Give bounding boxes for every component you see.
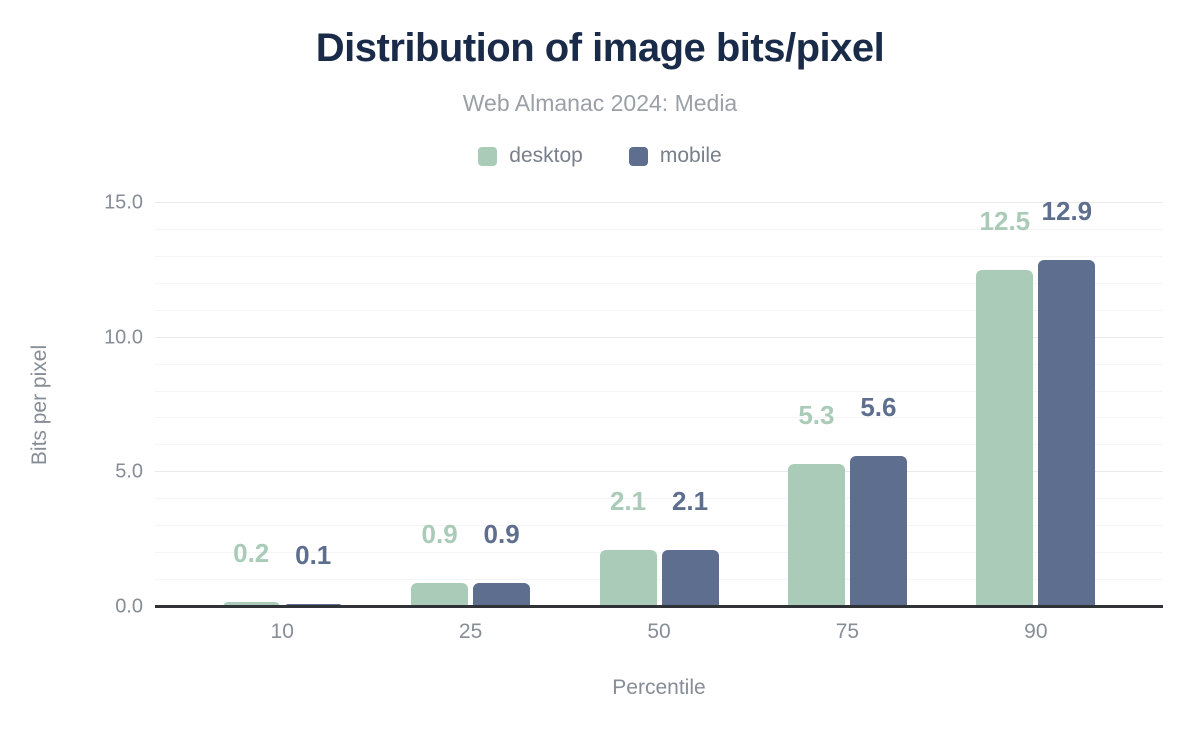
gridline-minor: [155, 363, 1163, 365]
y-tick-label: 10.0: [104, 326, 143, 349]
gridline-minor: [155, 282, 1163, 284]
bar-group-10: 0.2 0.1: [188, 203, 376, 607]
legend-item-desktop[interactable]: desktop: [478, 144, 583, 168]
chart-subtitle: Web Almanac 2024: Media: [462, 90, 738, 116]
x-axis-title: Percentile: [612, 676, 706, 699]
x-tick-label: 90: [1024, 620, 1048, 643]
legend-item-mobile[interactable]: mobile: [628, 144, 722, 168]
y-tick-label: 0.0: [115, 595, 143, 618]
bar-group-75: 5.3 5.6: [753, 203, 941, 607]
mobile-value-label: 0.9: [483, 518, 520, 549]
gridline-minor: [155, 525, 1163, 527]
desktop-bar-p90[interactable]: 12.5: [976, 208, 1034, 607]
desktop-bar-p25[interactable]: 0.9: [411, 521, 469, 607]
legend-swatch-mobile: [628, 146, 648, 166]
x-tick-label: 25: [458, 620, 483, 643]
desktop-bar-p10[interactable]: 0.2: [222, 540, 280, 607]
legend-label: desktop: [509, 144, 583, 167]
gridline-major: [155, 471, 1163, 473]
bar-group-90: 12.5 12.9: [942, 198, 1130, 607]
gridline-minor: [155, 579, 1163, 581]
gridline-minor: [155, 390, 1163, 392]
mobile-bar-p50[interactable]: 2.1: [661, 488, 719, 607]
chart-title: Distribution of image bits/pixel: [315, 26, 885, 70]
y-axis-title: Bits per pixel: [28, 344, 51, 466]
mobile-value-label: 5.6: [860, 392, 897, 423]
gridline-minor: [155, 498, 1163, 500]
gridline-minor: [155, 444, 1163, 446]
mobile-value-label: 0.1: [295, 540, 332, 571]
gridline-minor: [155, 417, 1163, 419]
gridline-minor: [155, 255, 1163, 257]
desktop-bar-p50[interactable]: 2.1: [599, 488, 657, 607]
gridline-minor: [155, 228, 1163, 230]
bar-groups: 0.2 0.1 0.9 0.9 2.1 2.1 5.3 5.6 12.5 12.9: [155, 198, 1163, 607]
x-tick-label: 10: [270, 620, 294, 643]
gridline-minor: [155, 552, 1163, 554]
bar-group-25: 0.9 0.9: [376, 203, 564, 607]
mobile-bar-p25[interactable]: 0.9: [473, 521, 531, 607]
x-axis-ticks: 10 25 50 75 90: [155, 620, 1163, 644]
desktop-value-label: 5.3: [798, 400, 835, 431]
mobile-bar-p90[interactable]: 12.9: [1038, 198, 1096, 607]
legend-label: mobile: [659, 144, 722, 167]
x-tick-label: 50: [647, 620, 671, 643]
y-tick-label: 15.0: [104, 191, 143, 214]
plot-area: 0.2 0.1 0.9 0.9 2.1 2.1 5.3 5.6 12.5 12.9: [155, 198, 1163, 607]
desktop-value-label: 0.2: [233, 537, 270, 568]
y-tick-label: 5.0: [115, 460, 143, 483]
bar-group-50: 2.1 2.1: [565, 203, 753, 607]
legend: desktop mobile: [0, 144, 1200, 168]
desktop-value-label: 2.1: [609, 486, 647, 517]
mobile-value-label: 2.1: [671, 486, 709, 517]
desktop-bar-p75[interactable]: 5.3: [787, 402, 845, 607]
legend-swatch-desktop: [478, 146, 498, 166]
desktop-value-label: 12.5: [979, 206, 1031, 237]
x-tick-label: 75: [835, 620, 860, 643]
desktop-value-label: 0.9: [421, 518, 458, 549]
mobile-value-label: 12.9: [1041, 195, 1093, 226]
gridline-major: [155, 202, 1163, 203]
mobile-bar-p75[interactable]: 5.6: [849, 394, 907, 607]
x-axis-line: [155, 605, 1163, 608]
gridline-major: [155, 336, 1163, 338]
gridline-minor: [155, 309, 1163, 311]
